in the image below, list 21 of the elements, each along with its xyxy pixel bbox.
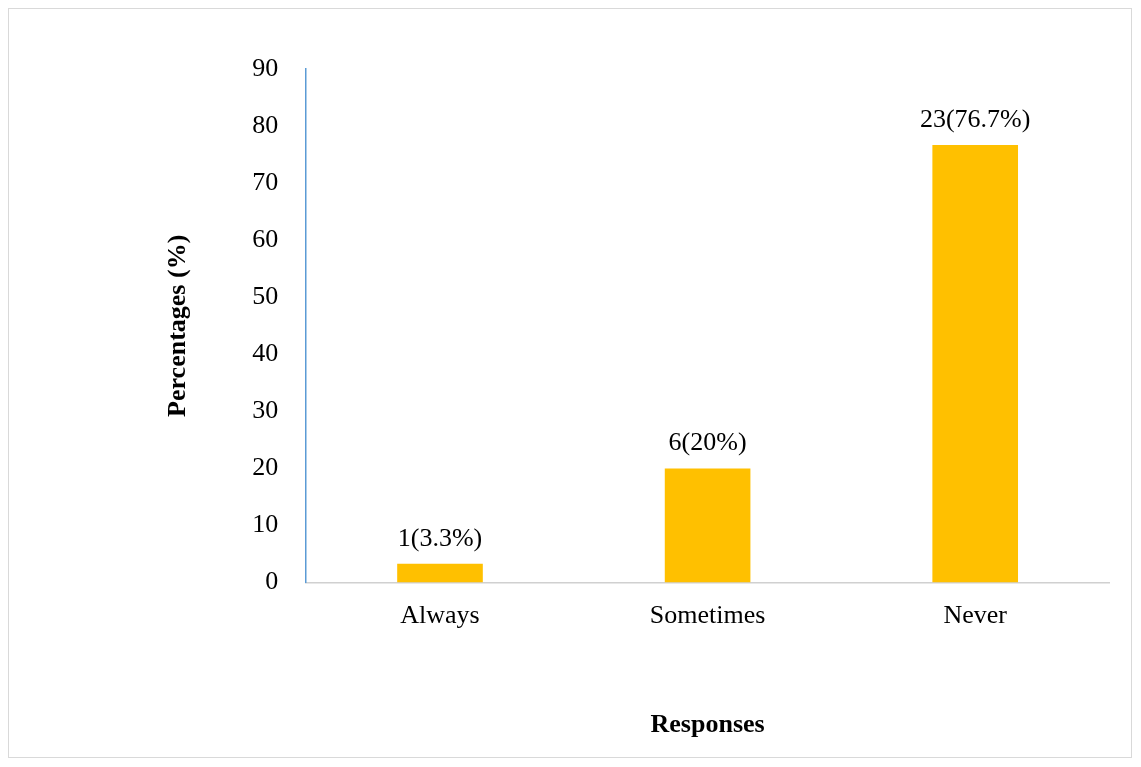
- bar: [397, 563, 483, 583]
- y-tick-label: 20: [252, 452, 279, 482]
- data-label: 23(76.7%): [919, 103, 1031, 133]
- y-axis-title: Percentages (%): [162, 234, 192, 417]
- y-tick-label: 40: [252, 338, 279, 368]
- y-tick-label: 50: [252, 281, 279, 311]
- x-axis-title: Responses: [650, 709, 765, 739]
- y-tick-label: 10: [252, 509, 279, 539]
- y-tick-label: 90: [252, 52, 279, 82]
- y-tick-label: 60: [252, 224, 279, 254]
- data-label: 6(20%): [668, 427, 747, 457]
- y-tick-label: 70: [252, 166, 279, 196]
- x-tick-label: Sometimes: [649, 600, 766, 630]
- y-tick-label: 80: [252, 109, 279, 139]
- x-tick-label: Never: [943, 600, 1008, 630]
- x-tick-label: Always: [400, 600, 480, 630]
- y-tick-label: 0: [265, 566, 279, 596]
- data-label: 1(3.3%): [397, 522, 483, 552]
- bar: [932, 144, 1019, 583]
- y-tick-label: 30: [252, 395, 279, 425]
- bar: [664, 468, 751, 583]
